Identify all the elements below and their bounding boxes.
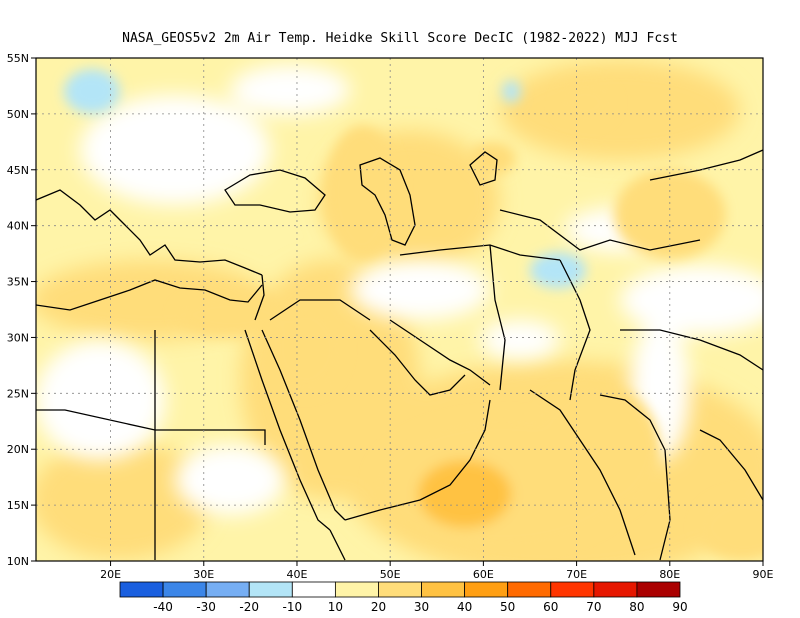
colorbar-swatch (636, 581, 681, 598)
colorbar-label: 20 (371, 600, 386, 614)
y-tick-label: 20N (7, 443, 29, 456)
colorbar-label: -40 (153, 600, 173, 614)
x-tick-label: 90E (753, 568, 774, 581)
colorbar-label: 10 (328, 600, 343, 614)
colorbar-swatch (205, 581, 250, 598)
colorbar-label: 70 (586, 600, 601, 614)
skill-region (697, 493, 763, 561)
skill-field (36, 58, 763, 561)
colorbar-label: 30 (414, 600, 429, 614)
x-axis: 20E 30E 40E 50E 60E 70E 80E 90E (100, 561, 774, 581)
x-tick-label: 30E (193, 568, 214, 581)
colorbar-swatch (464, 581, 509, 598)
colorbar-swatch (507, 581, 552, 598)
skill-region (418, 460, 512, 528)
colorbar-label: 60 (543, 600, 558, 614)
y-tick-label: 40N (7, 220, 29, 233)
colorbar-swatch (334, 581, 379, 598)
colorbar-label: -10 (283, 600, 303, 614)
y-axis: 10N 15N 20N 25N 30N 35N 40N 45N 50N 55N (7, 52, 36, 568)
x-tick-label: 40E (286, 568, 307, 581)
y-tick-label: 55N (7, 52, 29, 65)
skill-region (529, 252, 586, 289)
colorbar-label: 50 (500, 600, 515, 614)
x-tick-label: 50E (380, 568, 401, 581)
colorbar-swatch (119, 581, 164, 598)
colorbar-label: 40 (457, 600, 472, 614)
skill-region (502, 80, 521, 103)
skill-region (324, 125, 400, 260)
y-tick-label: 50N (7, 108, 29, 121)
x-tick-label: 60E (473, 568, 494, 581)
x-tick-label: 70E (566, 568, 587, 581)
skill-region (269, 303, 344, 394)
colorbar-swatch (421, 581, 466, 598)
colorbar-swatch (291, 581, 336, 598)
colorbar-label: -30 (196, 600, 216, 614)
colorbar-swatch (593, 581, 638, 598)
colorbar-label: 90 (672, 600, 687, 614)
x-tick-label: 20E (100, 568, 121, 581)
colorbar-swatch (550, 581, 595, 598)
x-tick-label: 80E (659, 568, 680, 581)
y-tick-label: 25N (7, 387, 29, 400)
y-tick-label: 30N (7, 331, 29, 344)
colorbar: -40 -30 -20 -10 10 20 30 40 50 60 70 80 90 (119, 581, 688, 614)
graticule (36, 58, 763, 561)
skill-region (557, 80, 614, 126)
skill-region (63, 69, 120, 114)
colorbar-label: 80 (629, 600, 644, 614)
coastlines-borders (36, 149, 763, 561)
map-frame (35, 57, 764, 562)
colorbar-label: -20 (239, 600, 259, 614)
colorbar-swatch (248, 581, 293, 598)
y-tick-label: 35N (7, 276, 29, 289)
colorbar-swatch (162, 581, 207, 598)
colorbar-swatch (378, 581, 422, 598)
y-tick-label: 10N (7, 555, 29, 568)
y-tick-label: 15N (7, 499, 29, 512)
skill-region (469, 141, 517, 176)
y-tick-label: 45N (7, 164, 29, 177)
skill-region (175, 292, 288, 338)
chart-title: NASA_GEOS5v2 2m Air Temp. Heidke Skill S… (122, 31, 678, 46)
